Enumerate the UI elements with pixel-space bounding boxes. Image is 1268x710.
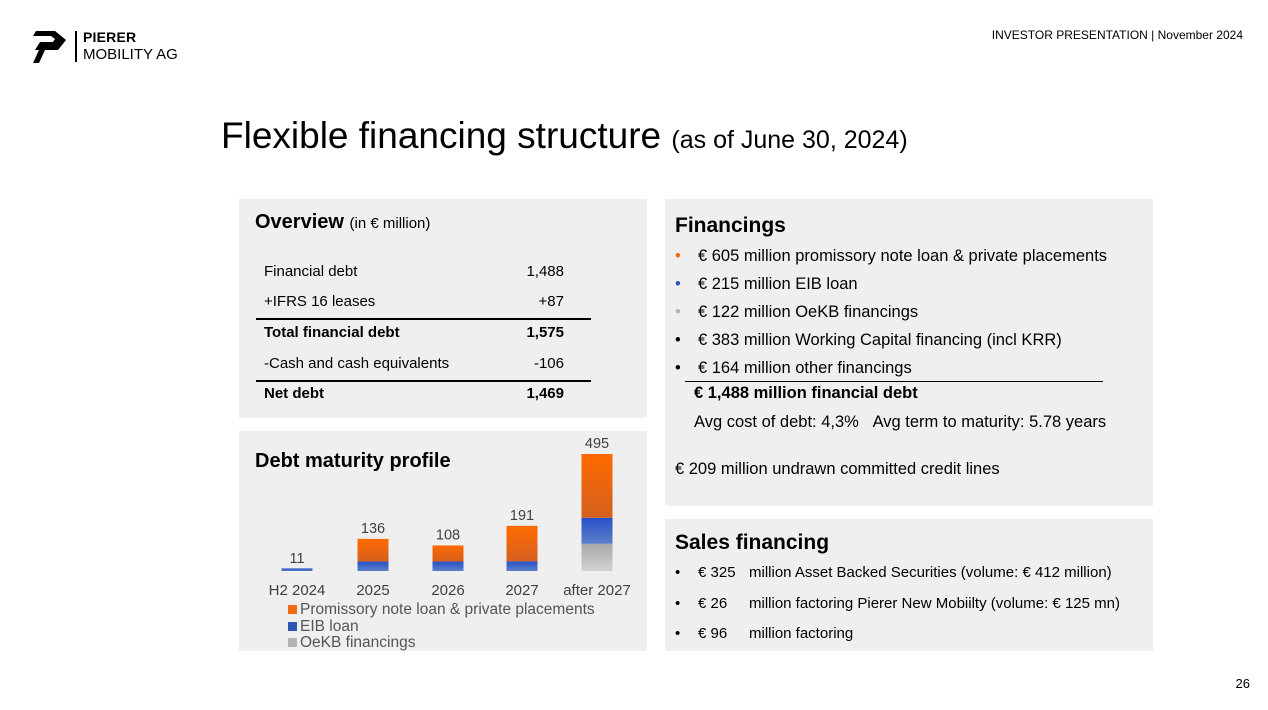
financing-item: • € 215 million EIB loan bbox=[675, 275, 858, 294]
category-tick-label: H2 2024 bbox=[269, 582, 326, 599]
category-tick-label: after 2027 bbox=[563, 582, 631, 599]
debt-maturity-title: Debt maturity profile bbox=[255, 450, 451, 472]
legend-swatch bbox=[288, 622, 297, 631]
legend-swatch bbox=[288, 638, 297, 647]
debt-maturity-chart: 11 H2 2024 136 2025 108 2026 191 2027 495 after 2… bbox=[269, 436, 631, 599]
overview-unit: (in € million) bbox=[349, 215, 431, 232]
overview-row-label: Financial debt bbox=[264, 263, 358, 280]
bar-segment-promissory bbox=[506, 525, 538, 562]
logo-text-line2: MOBILITY AG bbox=[83, 46, 178, 63]
logo-text-line1: PIERER bbox=[83, 29, 137, 45]
sales-item-text: million Asset Backed Securities (volume:… bbox=[749, 564, 1112, 581]
overview-row-net-debt: Net debt 1,469 bbox=[264, 379, 566, 409]
bar-segment-eib bbox=[506, 561, 538, 571]
bar-segment-eib bbox=[357, 561, 389, 571]
overview-panel: Overview (in € million) Financial debt 1… bbox=[239, 199, 647, 418]
sales-item-amount: € 96 bbox=[698, 625, 728, 642]
avg-cost-text: Avg cost of debt: 4,3% bbox=[694, 413, 859, 431]
overview-divider bbox=[256, 380, 591, 382]
logo-divider bbox=[75, 31, 77, 62]
bar-total-label: 11 bbox=[289, 551, 304, 567]
bar-segment-eib bbox=[281, 568, 313, 571]
avg-term-text: Avg term to maturity: 5.78 years bbox=[872, 413, 1107, 431]
bar-segment-promissory bbox=[581, 454, 613, 518]
overview-title-text: Overview bbox=[255, 211, 344, 233]
page-title: Flexible financing structure (as of June… bbox=[221, 115, 908, 157]
sales-item-text: million factoring Pierer New Mobiilty (v… bbox=[749, 595, 1120, 612]
financings-divider bbox=[685, 381, 1103, 382]
bullet-icon: • bbox=[675, 595, 681, 612]
bullet-icon: • bbox=[675, 359, 681, 377]
bar-total-label: 108 bbox=[436, 527, 460, 543]
bullet-icon: • bbox=[675, 331, 681, 349]
sales-item: • € 96 million factoring bbox=[675, 625, 853, 642]
bar-segment-promissory bbox=[357, 538, 389, 562]
category-tick-label: 2026 bbox=[431, 582, 464, 599]
sales-item: • € 26 million factoring Pierer New Mobiil… bbox=[675, 595, 1120, 612]
financing-item: • € 383 million Working Capital financing… bbox=[675, 331, 1062, 350]
financings-panel: Financings • € 605 million promissory not… bbox=[665, 199, 1153, 506]
financing-item-text: € 122 million OeKB financings bbox=[698, 303, 919, 321]
overview-row-total-financial-debt: Total financial debt 1,575 bbox=[264, 318, 566, 348]
financing-item-text: € 605 million promissory note loan & pri… bbox=[698, 247, 1108, 265]
bar-total-label: 136 bbox=[361, 521, 385, 537]
bullet-icon: • bbox=[675, 564, 681, 581]
overview-row-label: -Cash and cash equivalents bbox=[264, 355, 450, 372]
financing-item: • € 164 million other financings bbox=[675, 359, 912, 378]
overview-row-label: Net debt bbox=[264, 385, 324, 402]
overview-row-label: +IFRS 16 leases bbox=[264, 293, 376, 310]
overview-row-cash: -Cash and cash equivalents -106 bbox=[264, 349, 566, 379]
bullet-icon: • bbox=[675, 625, 681, 642]
financing-item-text: € 383 million Working Capital financing … bbox=[698, 331, 1062, 349]
sales-item-text: million factoring bbox=[749, 625, 854, 642]
overview-row-ifrs-leases: +IFRS 16 leases +87 bbox=[264, 287, 566, 317]
overview-row-financial-debt: Financial debt 1,488 bbox=[264, 257, 566, 287]
financings-averages: Avg cost of debt: 4,3% Avg term to matur… bbox=[694, 413, 1106, 432]
bar-total-label: 191 bbox=[510, 508, 534, 524]
overview-row-value: 1,469 bbox=[526, 385, 564, 402]
overview-row-value: -106 bbox=[533, 355, 564, 372]
overview-title: Overview (in € million) bbox=[255, 211, 430, 234]
bar-segment-eib bbox=[432, 561, 464, 571]
sales-financing-panel: Sales financing • € 325 million Asset Back… bbox=[665, 519, 1153, 651]
legend-swatch bbox=[288, 605, 297, 614]
legend-label: OeKB financings bbox=[300, 634, 416, 651]
overview-row-value: 1,488 bbox=[526, 263, 564, 280]
page-number: 26 bbox=[1235, 676, 1250, 691]
sales-financing-title: Sales financing bbox=[675, 531, 830, 554]
bar-segment-oekb bbox=[581, 543, 613, 571]
financing-item: • € 122 million OeKB financings bbox=[675, 303, 918, 322]
financings-title: Financings bbox=[675, 214, 786, 237]
logo-icon bbox=[33, 31, 66, 63]
bar-segment-promissory bbox=[432, 545, 464, 562]
bar-total-label: 495 bbox=[585, 436, 609, 452]
legend-label: EIB loan bbox=[300, 618, 359, 635]
page-title-main: Flexible financing structure bbox=[221, 115, 662, 156]
sales-item-amount: € 26 bbox=[698, 595, 728, 612]
category-tick-label: 2025 bbox=[356, 582, 389, 599]
bar-segment-eib bbox=[581, 517, 613, 544]
sales-item-amount: € 325 bbox=[698, 564, 736, 581]
bullet-icon: • bbox=[675, 275, 681, 293]
financings-total: € 1,488 million financial debt bbox=[694, 384, 918, 402]
overview-row-label: Total financial debt bbox=[264, 324, 400, 341]
overview-row-value: 1,575 bbox=[526, 324, 564, 341]
page-title-sub: (as of June 30, 2024) bbox=[671, 126, 908, 154]
sales-item: • € 325 million Asset Backed Securities (v… bbox=[675, 564, 1112, 581]
legend-label: Promissory note loan & private placement… bbox=[300, 601, 595, 618]
bullet-icon: • bbox=[675, 247, 681, 265]
debt-maturity-panel: Debt maturity profile 11 H2 2024 136 2025 10… bbox=[239, 431, 647, 651]
presentation-label: INVESTOR PRESENTATION | November 2024 bbox=[991, 28, 1243, 42]
bullet-icon: • bbox=[675, 303, 681, 321]
overview-divider bbox=[256, 318, 591, 320]
financing-item: • € 605 million promissory note loan & pr… bbox=[675, 247, 1107, 266]
undrawn-credit-lines: € 209 million undrawn committed credit l… bbox=[675, 460, 1000, 478]
overview-row-value: +87 bbox=[538, 293, 564, 310]
financing-item-text: € 215 million EIB loan bbox=[698, 275, 858, 293]
financing-item-text: € 164 million other financings bbox=[698, 359, 912, 377]
category-tick-label: 2027 bbox=[505, 582, 538, 599]
